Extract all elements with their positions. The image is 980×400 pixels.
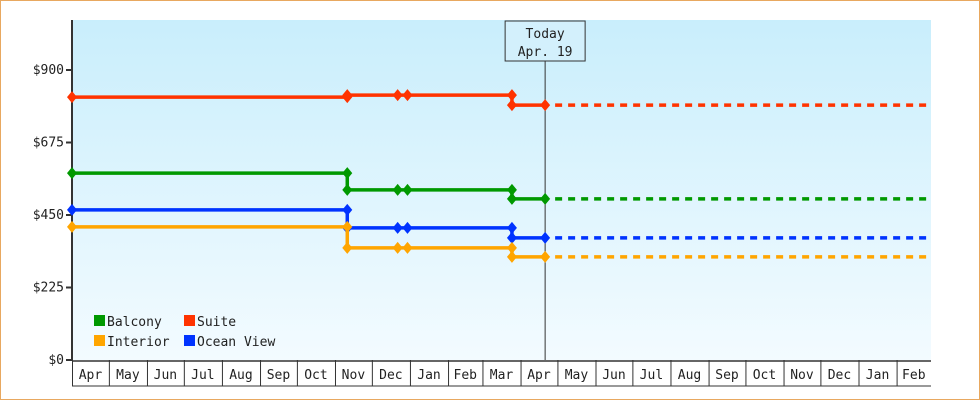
month-label: Oct [753,368,776,383]
data-point [342,203,353,216]
data-point [67,91,77,104]
month-label: Aug [229,368,252,383]
data-point [402,221,413,234]
month-label: Dec [379,368,402,383]
legend-label: Suite [197,315,236,330]
legend-swatch [94,335,105,346]
y-tick-label: $225 [33,281,64,296]
data-point [342,220,353,233]
data-point [506,183,517,196]
month-label: Nov [790,368,814,383]
month-label: Apr [79,368,103,383]
data-point [540,99,551,112]
month-label: Nov [342,368,366,383]
y-tick-label: $450 [33,208,64,223]
data-point [506,192,517,205]
data-point [402,183,413,196]
month-label: May [116,368,140,383]
today-label: Today [526,27,565,42]
data-point [67,167,77,180]
month-label: Jul [191,368,214,383]
month-label: Feb [902,368,926,383]
data-point [342,183,353,196]
data-point [506,241,517,254]
data-point [402,89,413,102]
legend-label: Interior [107,335,170,350]
data-point [506,99,517,112]
today-date: Apr. 19 [518,45,573,60]
month-label: Oct [304,368,327,383]
month-label: Aug [678,368,701,383]
data-point [342,241,353,254]
data-point [540,250,551,263]
month-label: May [565,368,589,383]
data-point [402,241,413,254]
data-point [506,231,517,244]
month-label: Sep [267,368,291,383]
legend-label: Ocean View [197,335,275,350]
month-label: Apr [527,368,551,383]
data-point [540,192,551,205]
month-label: Sep [715,368,739,383]
month-label: Jan [417,368,440,383]
data-point [392,221,403,234]
month-label: Jun [154,368,177,383]
data-point [506,89,517,102]
data-point [540,231,551,244]
month-label: Mar [490,368,514,383]
today-tooltip [504,20,586,62]
month-label: Dec [828,368,851,383]
month-label: Jul [640,368,663,383]
y-tick-label: $900 [33,63,64,78]
y-tick-label: $0 [48,353,64,368]
data-point [342,89,353,102]
data-point [506,250,517,263]
data-point [67,220,77,233]
legend-label: Balcony [107,315,162,330]
y-tick-label: $675 [33,136,64,151]
month-label: Jan [866,368,889,383]
legend-swatch [184,335,195,346]
data-point [506,221,517,234]
data-point [67,203,77,216]
data-point [392,183,403,196]
data-point [392,241,403,254]
data-point [342,167,353,180]
data-point [392,89,403,102]
legend-swatch [94,315,105,326]
legend-swatch [184,315,195,326]
month-label: Feb [454,368,478,383]
month-label: Jun [602,368,625,383]
